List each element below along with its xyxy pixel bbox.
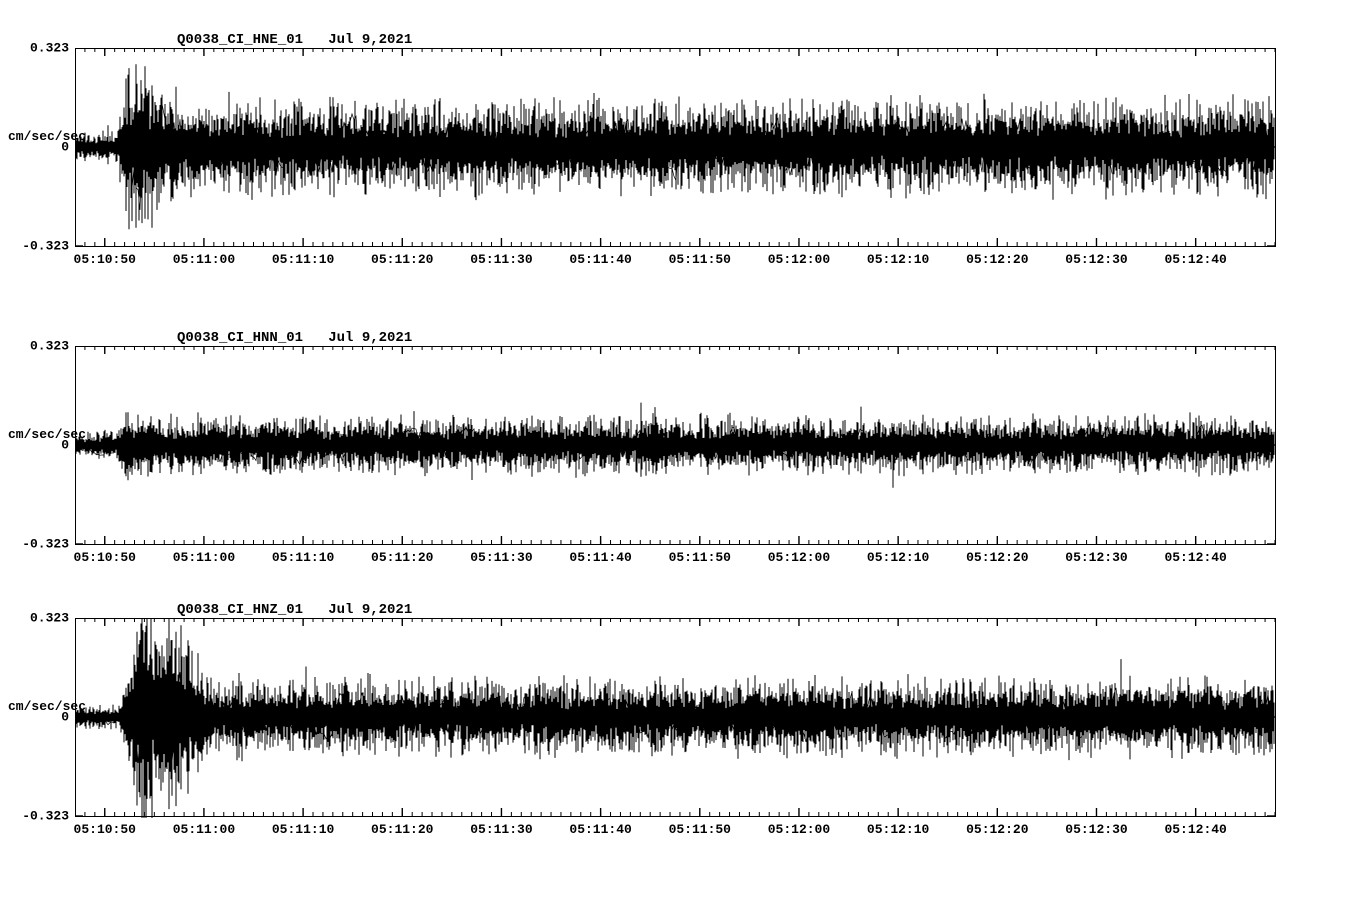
x-tick-label: 05:12:10 <box>867 822 929 837</box>
y-tick-label: 0 <box>61 710 69 725</box>
panel-plot <box>75 618 1277 818</box>
y-tick-label: 0 <box>61 140 69 155</box>
x-tick-label: 05:12:20 <box>966 252 1028 267</box>
x-tick-label: 05:11:30 <box>470 550 532 565</box>
seismogram-panel: Q0038_CI_HNZ_01 Jul 9,2021cm/sec/sec-0.3… <box>0 618 1358 876</box>
x-tick-label: 05:11:00 <box>173 550 235 565</box>
y-tick-label: 0 <box>61 438 69 453</box>
x-tick-label: 05:12:20 <box>966 550 1028 565</box>
x-tick-label: 05:12:40 <box>1164 550 1226 565</box>
x-tick-label: 05:11:00 <box>173 252 235 267</box>
x-tick-label: 05:11:50 <box>669 252 731 267</box>
waveform-trace <box>75 618 1274 818</box>
waveform-trace <box>75 403 1274 488</box>
x-tick-label: 05:11:50 <box>669 822 731 837</box>
x-tick-label: 05:12:40 <box>1164 822 1226 837</box>
seismogram-panel: Q0038_CI_HNN_01 Jul 9,2021cm/sec/sec-0.3… <box>0 346 1358 604</box>
x-tick-label: 05:11:10 <box>272 822 334 837</box>
y-tick-label: 0.323 <box>30 611 69 626</box>
y-tick-label: -0.323 <box>22 239 69 254</box>
x-tick-label: 05:10:50 <box>74 252 136 267</box>
x-tick-label: 05:12:30 <box>1065 252 1127 267</box>
x-tick-label: 05:12:40 <box>1164 252 1226 267</box>
x-tick-label: 05:11:20 <box>371 252 433 267</box>
panel-plot <box>75 48 1277 248</box>
x-tick-label: 05:12:00 <box>768 252 830 267</box>
x-tick-label: 05:12:30 <box>1065 550 1127 565</box>
x-tick-label: 05:11:30 <box>470 822 532 837</box>
y-tick-label: 0.323 <box>30 41 69 56</box>
x-tick-label: 05:10:50 <box>74 822 136 837</box>
x-tick-label: 05:11:20 <box>371 822 433 837</box>
y-tick-label: 0.323 <box>30 339 69 354</box>
x-tick-label: 05:11:00 <box>173 822 235 837</box>
panel-title: Q0038_CI_HNN_01 Jul 9,2021 <box>177 330 412 346</box>
x-tick-label: 05:12:20 <box>966 822 1028 837</box>
x-tick-label: 05:12:00 <box>768 822 830 837</box>
panel-title: Q0038_CI_HNZ_01 Jul 9,2021 <box>177 602 412 618</box>
seismogram-panel: Q0038_CI_HNE_01 Jul 9,2021cm/sec/sec-0.3… <box>0 48 1358 306</box>
y-tick-label: -0.323 <box>22 809 69 824</box>
seismogram-figure: Q0038_CI_HNE_01 Jul 9,2021cm/sec/sec-0.3… <box>0 0 1358 924</box>
x-tick-label: 05:12:00 <box>768 550 830 565</box>
x-tick-label: 05:11:10 <box>272 252 334 267</box>
x-tick-label: 05:11:40 <box>569 550 631 565</box>
panel-plot <box>75 346 1277 546</box>
x-tick-label: 05:11:30 <box>470 252 532 267</box>
waveform-trace <box>75 64 1274 229</box>
x-tick-label: 05:11:50 <box>669 550 731 565</box>
x-tick-label: 05:10:50 <box>74 550 136 565</box>
x-tick-label: 05:11:20 <box>371 550 433 565</box>
x-tick-label: 05:12:10 <box>867 252 929 267</box>
x-tick-label: 05:11:40 <box>569 252 631 267</box>
x-tick-label: 05:11:10 <box>272 550 334 565</box>
panel-title: Q0038_CI_HNE_01 Jul 9,2021 <box>177 32 412 48</box>
x-tick-label: 05:12:30 <box>1065 822 1127 837</box>
y-tick-label: -0.323 <box>22 537 69 552</box>
x-tick-label: 05:12:10 <box>867 550 929 565</box>
x-tick-label: 05:11:40 <box>569 822 631 837</box>
